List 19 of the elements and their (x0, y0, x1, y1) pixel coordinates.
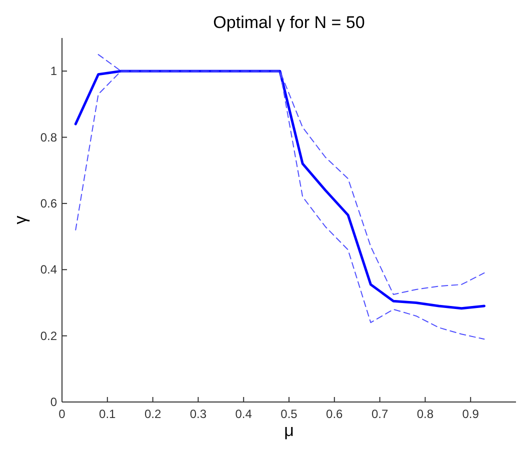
x-tick-label: 0.6 (326, 407, 344, 421)
x-tick-label: 0.5 (280, 407, 298, 421)
x-axis-title: μ (284, 421, 294, 440)
y-tick-label: 1 (50, 64, 58, 78)
x-tick-label: 0.8 (416, 407, 434, 421)
y-tick-label: 0.6 (40, 196, 58, 210)
x-tick-label: 0.9 (462, 407, 480, 421)
x-tick-label: 0.3 (190, 407, 207, 421)
x-tick-label: 0.7 (371, 407, 388, 421)
y-axis-title: γ (11, 215, 30, 224)
y-tick-label: 0.2 (40, 328, 58, 343)
y-tick-label: 0.8 (40, 130, 58, 144)
y-tick-label: 0.4 (40, 262, 58, 277)
x-tick-label: 0.4 (235, 407, 252, 421)
chart-title: Optimal γ for N = 50 (213, 13, 365, 32)
x-tick-label: 0.1 (99, 407, 116, 421)
y-tick-label: 0 (50, 395, 58, 409)
x-tick-label: 0.2 (144, 407, 162, 421)
x-tick-label: 0 (58, 407, 66, 421)
